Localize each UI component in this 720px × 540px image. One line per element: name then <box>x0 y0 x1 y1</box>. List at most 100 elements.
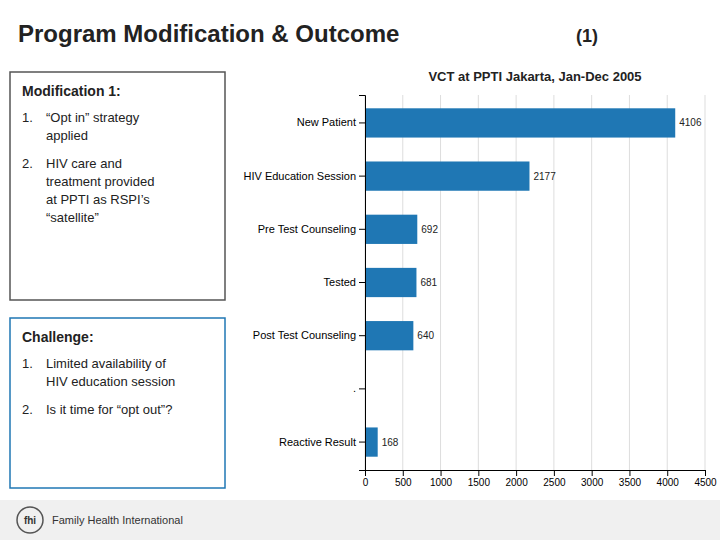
grid-line <box>478 95 479 470</box>
y-tick-label: Pre Test Counseling <box>258 223 356 235</box>
y-tick-mark <box>359 229 365 230</box>
y-tick: Pre Test Counseling <box>258 223 365 235</box>
panel-item-line: HIV care and <box>46 156 122 171</box>
y-tick-mark <box>359 282 365 283</box>
panel-item-line: treatment provided <box>46 174 154 189</box>
panel-title: Challenge: <box>22 329 94 345</box>
data-label: 4106 <box>679 117 702 128</box>
x-tick-label: 0 <box>363 477 369 488</box>
page-title-suffix: (1) <box>576 26 598 46</box>
chart: 0 500 1000 1500 2000 2500 3000 3500 4000 4500 New … <box>243 95 717 488</box>
y-tick-label: New Patient <box>297 116 356 128</box>
y-tick-label: HIV Education Session <box>243 170 356 182</box>
chart-title: VCT at PPTI Jakarta, Jan-Dec 2005 <box>428 69 641 84</box>
y-tick: . <box>353 382 365 394</box>
panel-box <box>10 318 225 488</box>
x-tick-mark <box>592 470 593 476</box>
canvas: Program Modification & Outcome (1) fhi Fami… <box>0 0 720 540</box>
bar <box>365 108 675 137</box>
data-label: 640 <box>417 330 434 341</box>
x-tick: 1000 <box>430 470 453 488</box>
text-panel: Modification 1:1.“Opt in” strategyapplie… <box>10 72 225 300</box>
data-label: 2177 <box>533 171 556 182</box>
x-tick-mark <box>403 470 404 476</box>
footer-text: Family Health International <box>52 514 183 526</box>
panel-item-line: “satellite” <box>46 210 99 225</box>
x-tick-mark <box>516 470 517 476</box>
x-tick-mark <box>705 470 706 476</box>
x-tick: 4500 <box>694 470 717 488</box>
x-tick-label: 3000 <box>581 477 604 488</box>
x-tick-mark <box>441 470 442 476</box>
y-tick-mark <box>359 335 365 336</box>
x-tick-label: 2500 <box>543 477 566 488</box>
footer-logo-text: fhi <box>24 515 36 526</box>
x-tick: 3500 <box>619 470 642 488</box>
bar <box>365 268 416 297</box>
panel-box <box>10 72 225 300</box>
x-tick-mark <box>554 470 555 476</box>
x-tick-label: 1000 <box>430 477 453 488</box>
data-label: 681 <box>420 277 437 288</box>
x-axis-line <box>366 471 706 477</box>
panel-item-number: 1. <box>22 356 33 371</box>
text-panel: Challenge: 1. Limited availability of HIV e… <box>10 318 225 488</box>
x-tick-label: 4500 <box>694 477 717 488</box>
y-tick: New Patient <box>297 116 365 128</box>
data-label: 692 <box>421 224 438 235</box>
bars <box>365 108 675 456</box>
panel-item-line: Is it time for “opt out”? <box>46 402 172 417</box>
x-tick: 500 <box>395 470 412 488</box>
x-tick-mark <box>629 470 630 476</box>
y-axis-line <box>359 96 366 471</box>
panel-item-number: 2. <box>22 156 33 171</box>
y-tick-label: Tested <box>324 276 356 288</box>
grid-line <box>553 95 554 470</box>
x-tick-label: 500 <box>395 477 412 488</box>
bar <box>365 427 378 456</box>
grid-line <box>705 95 706 470</box>
panel-item-line: “Opt in” strategy <box>46 110 140 125</box>
x-tick: 4000 <box>657 470 680 488</box>
data-labels: 4106 2177 692 681 640 168 <box>382 117 702 447</box>
footer-band <box>0 500 720 540</box>
x-tick-label: 4000 <box>657 477 680 488</box>
y-tick-mark <box>359 176 365 177</box>
bar <box>365 321 413 350</box>
panel-item-number: 2. <box>22 402 33 417</box>
page-title: Program Modification & Outcome <box>18 20 399 47</box>
y-axis: New Patient HIV Education Session Pre Test… <box>243 96 365 471</box>
x-tick-mark <box>478 470 479 476</box>
footer-logo <box>17 507 43 533</box>
panel-item-line: applied <box>46 128 88 143</box>
x-tick-label: 1500 <box>468 477 491 488</box>
x-tick: 2000 <box>505 470 528 488</box>
bar <box>365 215 417 244</box>
y-tick-mark <box>359 442 365 443</box>
grid-line <box>591 95 592 470</box>
x-tick: 1500 <box>468 470 491 488</box>
data-label: 168 <box>382 437 399 448</box>
x-tick-mark <box>667 470 668 476</box>
x-tick: 2500 <box>543 470 566 488</box>
grid-line <box>667 95 668 470</box>
grid-line <box>440 95 441 470</box>
y-tick-mark <box>359 388 365 389</box>
x-tick: 0 <box>363 470 369 488</box>
grid <box>365 95 705 470</box>
x-axis: 0 500 1000 1500 2000 2500 3000 3500 4000 4500 <box>363 470 717 488</box>
grid-line <box>516 95 517 470</box>
y-tick-label: . <box>353 382 356 394</box>
grid-line <box>629 95 630 470</box>
panel-item-line: Limited availability of <box>46 356 166 371</box>
x-tick: 3000 <box>581 470 604 488</box>
y-tick: Post Test Counseling <box>253 329 365 341</box>
y-tick: HIV Education Session <box>243 170 365 182</box>
y-tick: Reactive Result <box>279 436 365 448</box>
y-tick-mark <box>359 122 365 123</box>
x-tick-label: 3500 <box>619 477 642 488</box>
y-tick-label: Reactive Result <box>279 436 356 448</box>
panel-item-line: HIV education session <box>46 374 175 389</box>
bar <box>365 161 529 190</box>
x-tick-label: 2000 <box>505 477 528 488</box>
